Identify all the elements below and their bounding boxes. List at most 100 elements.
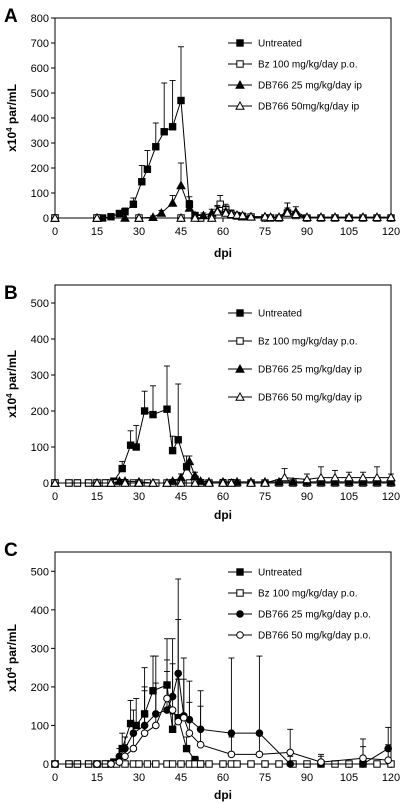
data-point	[107, 760, 115, 768]
y-tick-label: 800	[31, 13, 49, 25]
x-tick-label: 75	[259, 491, 271, 503]
data-point	[359, 754, 367, 763]
x-tick-label: 75	[259, 226, 271, 238]
data-point	[115, 758, 124, 766]
data-point	[232, 209, 242, 219]
legend-marker	[235, 79, 245, 89]
data-point	[237, 210, 248, 220]
x-tick-label: 0	[52, 226, 58, 238]
data-point	[260, 211, 270, 221]
legend-marker	[236, 610, 244, 618]
data-point	[93, 760, 101, 768]
panel-a: A 0 100 200 300 400 500 600 700 800 0 15 30 45 60 75 90 1…	[4, 6, 400, 260]
legend-label: Untreated	[258, 309, 302, 320]
x-tick-label: 60	[217, 772, 229, 784]
x-tick-label: 60	[217, 226, 229, 238]
data-point	[50, 212, 60, 222]
x-tick-label: 60	[217, 491, 229, 503]
data-point	[316, 472, 326, 482]
legend-marker	[235, 100, 245, 110]
x-tick-label: 15	[91, 772, 103, 784]
panel-c: C 0 100 200 300 400 500 0 15 30 45 60 75 90 105 120 dpi x…	[4, 540, 400, 802]
data-point	[168, 725, 177, 734]
data-point	[148, 212, 158, 221]
data-point	[196, 760, 205, 768]
panel-b: B 0 100 200 300 400 500 0 15 30 45 60 75 90 105 120 dpi x…	[4, 283, 400, 522]
data-point	[140, 729, 149, 737]
data-point	[286, 748, 295, 757]
data-point	[149, 410, 157, 419]
data-point	[152, 721, 160, 730]
data-point	[92, 212, 102, 222]
legend-label: DB766 25 mg/kg/day ip	[258, 365, 362, 376]
data-point	[176, 477, 186, 487]
series-line	[55, 100, 201, 219]
x-tick-label: 15	[91, 226, 103, 238]
legend-marker	[236, 39, 244, 47]
y-tick-label: 600	[31, 63, 49, 75]
y-tick-label: 400	[31, 334, 49, 346]
data-point	[226, 209, 237, 218]
data-point	[330, 472, 340, 482]
data-point	[182, 744, 191, 753]
data-point	[106, 477, 116, 487]
data-point	[358, 476, 368, 486]
data-point	[302, 212, 312, 221]
data-point	[121, 752, 129, 761]
data-point	[140, 407, 149, 415]
data-point	[344, 472, 354, 482]
x-tick-label: 30	[133, 491, 145, 503]
y-tick-label: 200	[31, 682, 49, 694]
data-point	[168, 123, 177, 131]
y-tick-label: 500	[31, 566, 49, 578]
x-tick-label: 105	[340, 772, 358, 784]
data-point	[212, 206, 223, 216]
x-tick-label: 120	[382, 772, 400, 784]
data-point	[372, 472, 382, 482]
data-point	[330, 476, 340, 486]
series-line	[55, 673, 389, 765]
data-point	[372, 212, 382, 221]
data-point	[143, 165, 152, 173]
data-point	[386, 472, 396, 482]
data-point	[134, 477, 144, 487]
legend-label: DB766 25 mg/kg/day ip	[258, 81, 362, 92]
data-point	[174, 717, 182, 726]
series-3	[51, 619, 393, 768]
y-tick-label: 0	[43, 759, 49, 771]
data-point	[227, 729, 236, 737]
data-point	[219, 760, 227, 768]
legend-marker	[236, 337, 244, 345]
x-tick-label: 0	[52, 772, 58, 784]
plot-frame	[54, 17, 392, 219]
data-point	[174, 669, 182, 678]
legend-label: DB766 25 mg/kg/day p.o.	[258, 610, 371, 621]
data-point	[260, 477, 270, 487]
data-point	[233, 760, 241, 768]
data-point	[51, 760, 59, 768]
data-point	[152, 760, 160, 768]
y-tick-label: 500	[31, 88, 49, 100]
data-point	[316, 212, 326, 221]
data-point	[372, 476, 382, 486]
x-tick-label: 30	[133, 772, 145, 784]
legend-marker	[235, 391, 245, 401]
data-point	[358, 212, 368, 221]
y-tick-label: 500	[31, 298, 49, 310]
x-tick-label: 75	[259, 772, 271, 784]
legend-marker	[236, 631, 244, 639]
series-4	[51, 663, 393, 768]
x-tick-label: 0	[52, 491, 58, 503]
data-point	[177, 96, 185, 105]
data-point	[247, 760, 255, 768]
legend-marker	[236, 568, 244, 576]
data-point	[204, 477, 214, 487]
data-point	[168, 446, 177, 455]
legend-label: Bz 100 mg/kg/day p.o.	[258, 337, 358, 348]
data-point	[50, 477, 60, 487]
data-point	[196, 740, 205, 749]
legend-label: DB766 50mg/kg/day ip	[258, 102, 360, 113]
x-tick-label: 15	[91, 491, 103, 503]
y-axis-label: x104 par/mL	[5, 84, 20, 152]
